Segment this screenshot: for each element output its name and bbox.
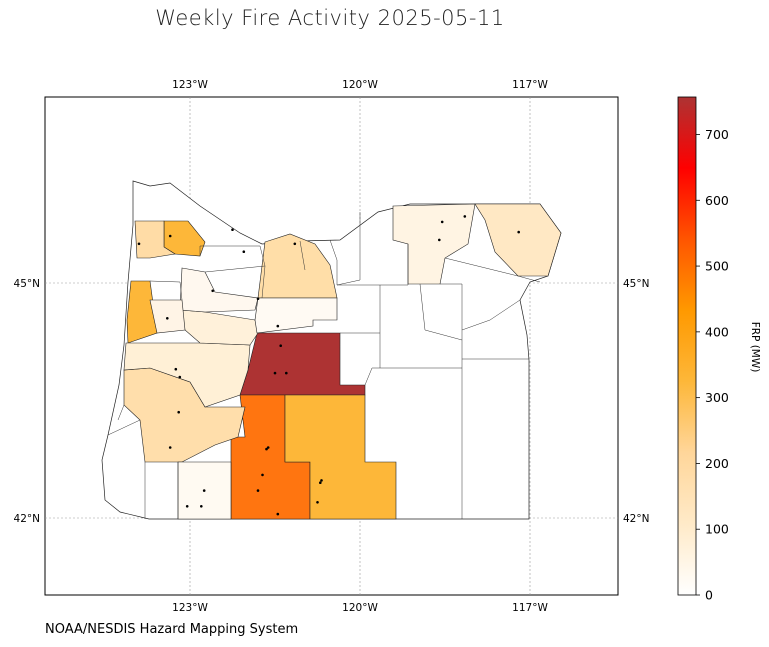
fire-point bbox=[242, 250, 246, 253]
colorbar-tick-label: 400 bbox=[705, 324, 729, 339]
colorbar-tick-label: 100 bbox=[705, 522, 729, 537]
fire-point bbox=[211, 289, 214, 293]
county-benton bbox=[149, 299, 186, 334]
colorbar-tick-label: 500 bbox=[705, 259, 729, 274]
county-linn bbox=[179, 309, 259, 346]
fire-point bbox=[178, 375, 182, 379]
fire-point bbox=[285, 371, 288, 375]
fire-point bbox=[256, 297, 260, 301]
fire-point bbox=[438, 238, 441, 242]
fire-point bbox=[273, 371, 277, 375]
colorbar-tick-label: 0 bbox=[705, 588, 713, 603]
colorbar-tick-label: 600 bbox=[705, 193, 729, 208]
lon-tick-top: 117°W bbox=[512, 79, 548, 91]
fire-point bbox=[440, 220, 444, 224]
fire-point bbox=[276, 324, 280, 328]
colorbar: 0 100 200 300 400 500 600 700 FRP (MW) bbox=[677, 96, 761, 603]
lat-tick-right: 45°N bbox=[623, 278, 649, 290]
fire-point bbox=[279, 344, 283, 348]
county-boundaries bbox=[107, 212, 541, 519]
fire-point bbox=[320, 479, 323, 482]
lat-tick-left: 45°N bbox=[14, 278, 40, 290]
fire-point bbox=[177, 410, 180, 414]
lat-tick-right: 42°N bbox=[623, 513, 649, 525]
county-wallowa bbox=[474, 203, 562, 277]
county-jefferson bbox=[254, 297, 338, 334]
fire-point bbox=[168, 234, 172, 238]
fire-point bbox=[261, 473, 264, 477]
source-note: NOAA/NESDIS Hazard Mapping System bbox=[45, 622, 299, 637]
county-clatsop bbox=[134, 220, 176, 259]
colorbar-tick-label: 300 bbox=[705, 390, 729, 405]
colorbar-ticks: 0 100 200 300 400 500 600 700 bbox=[696, 127, 729, 603]
fire-point bbox=[293, 242, 297, 246]
chart-title: Weekly Fire Activity 2025-05-11 bbox=[155, 6, 505, 30]
fire-point bbox=[200, 505, 203, 508]
fire-point bbox=[316, 501, 319, 504]
county-lake bbox=[284, 394, 397, 520]
fire-point bbox=[231, 228, 234, 231]
lat-tick-left: 42°N bbox=[14, 513, 40, 525]
fire-detections bbox=[137, 215, 520, 516]
fire-point bbox=[166, 317, 169, 320]
colorbar-tick-label: 200 bbox=[705, 456, 729, 471]
fire-point bbox=[185, 505, 189, 508]
fire-point bbox=[256, 489, 260, 492]
colorbar-gradient bbox=[677, 96, 697, 596]
colorbar-label: FRP (MW) bbox=[749, 322, 761, 373]
fire-point bbox=[137, 242, 141, 246]
fire-point bbox=[266, 446, 270, 449]
fire-point bbox=[202, 489, 206, 492]
county-tillamook bbox=[126, 280, 158, 344]
fire-point bbox=[174, 367, 178, 371]
lon-tick-top: 123°W bbox=[172, 79, 208, 91]
fire-point bbox=[276, 512, 280, 516]
lon-tick-bottom: 123°W bbox=[172, 602, 208, 614]
fire-point bbox=[463, 215, 467, 218]
lon-tick-bottom: 120°W bbox=[342, 602, 378, 614]
fire-point bbox=[265, 447, 268, 451]
fire-point bbox=[168, 446, 172, 449]
lon-tick-bottom: 117°W bbox=[512, 602, 548, 614]
county-layer bbox=[107, 203, 562, 520]
fire-point bbox=[517, 230, 520, 234]
county-wasco bbox=[257, 233, 338, 299]
axis-ticks: 123°W 123°W 120°W 120°W 117°W 117°W 45°N 45°N 42… bbox=[14, 79, 650, 614]
colorbar-tick-label: 700 bbox=[705, 127, 729, 142]
county-marion bbox=[179, 267, 259, 313]
lon-tick-top: 120°W bbox=[342, 79, 378, 91]
fire-point bbox=[319, 481, 322, 485]
